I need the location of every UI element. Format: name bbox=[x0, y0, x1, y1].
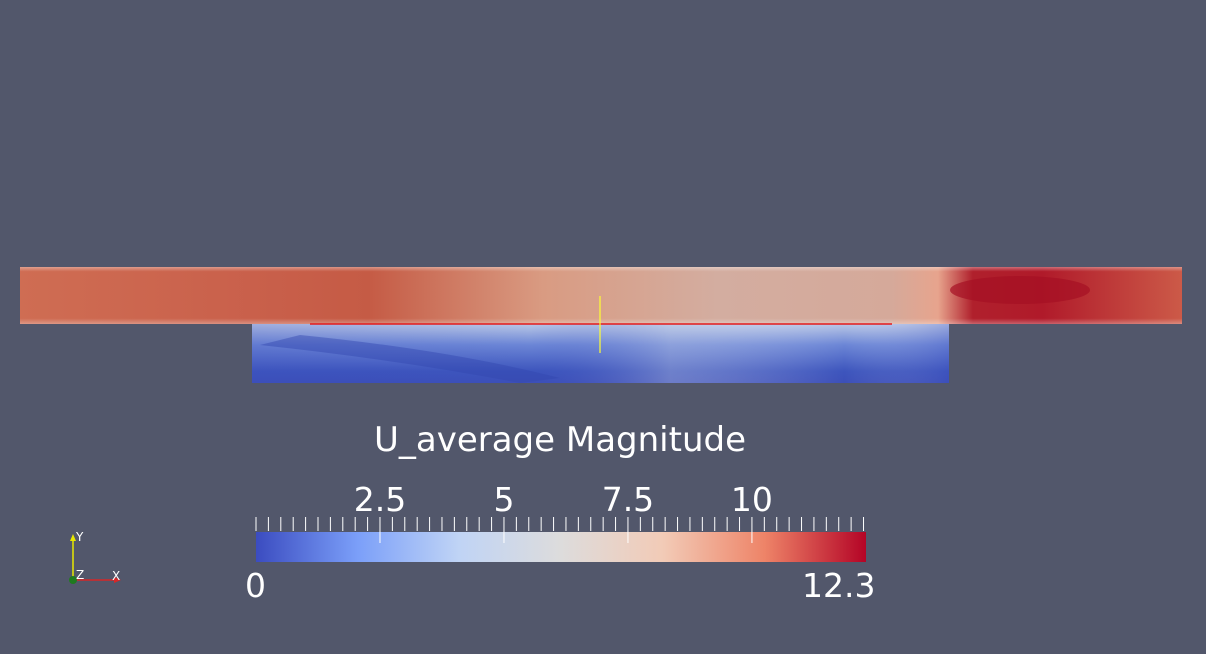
colorbar[interactable] bbox=[256, 517, 866, 562]
recirculation-zone bbox=[950, 276, 1090, 304]
colorbar-tick-label: 7.5 bbox=[602, 480, 654, 519]
colorbar-title: U_average Magnitude bbox=[350, 420, 770, 460]
colorbar-min-label: 0 bbox=[245, 566, 266, 605]
axis-y-label: Y bbox=[76, 530, 83, 544]
axis-z-label: Z bbox=[76, 568, 84, 582]
colorbar-gradient bbox=[256, 532, 866, 562]
colorbar-tick-label: 2.5 bbox=[354, 480, 406, 519]
colorbar-tick-label: 5 bbox=[493, 480, 514, 519]
flow-domain[interactable] bbox=[20, 267, 1182, 383]
axis-x-label: X bbox=[112, 569, 120, 583]
colorbar-max-label: 12.3 bbox=[802, 566, 875, 605]
colorbar-minor-ticks bbox=[256, 517, 864, 531]
colorbar-tick-label: 10 bbox=[731, 480, 773, 519]
